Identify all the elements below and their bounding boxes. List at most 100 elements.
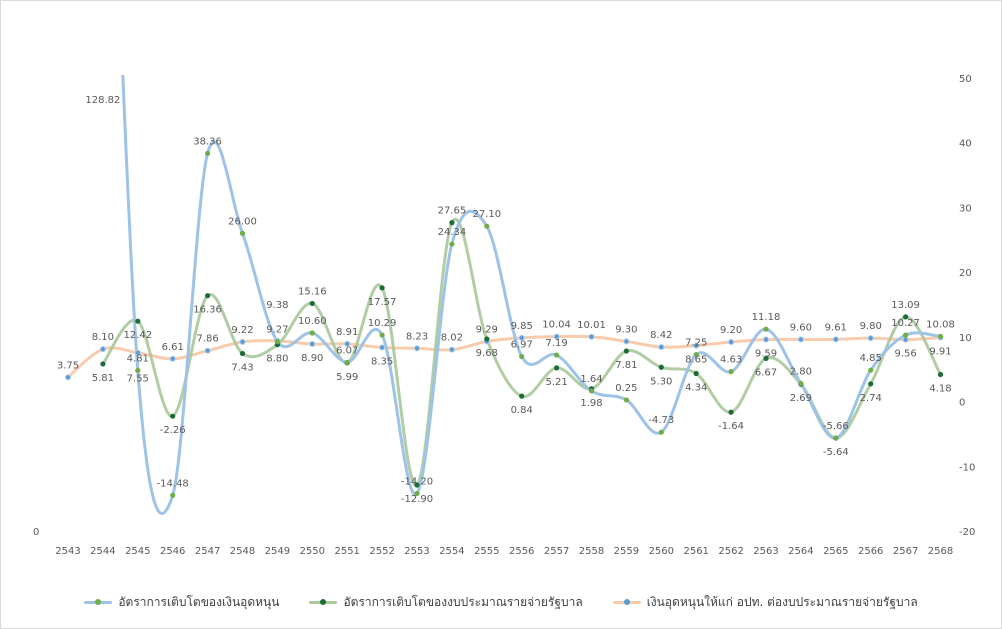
data-point [449, 220, 455, 226]
data-point [170, 492, 176, 498]
data-point [937, 371, 944, 378]
data-label: 15.16 [298, 286, 327, 297]
legend-swatch [309, 599, 338, 605]
data-label: 4.85 [860, 353, 882, 364]
x-tick-label: 2552 [369, 546, 394, 557]
data-point [379, 344, 386, 351]
series-line-1 [101, 217, 942, 487]
data-point [99, 346, 107, 353]
data-label: 7.19 [545, 338, 567, 349]
data-label: 9.27 [266, 325, 288, 336]
data-point [169, 355, 176, 362]
data-label: 17.57 [368, 297, 397, 308]
legend-swatch [84, 599, 113, 605]
data-point [867, 335, 874, 342]
legend-label: เงินอุดหนุนให้แก่ อปท. ต่องบประมาณรายจ่า… [646, 595, 918, 609]
data-label: 0.25 [615, 383, 637, 394]
data-point [623, 338, 630, 345]
data-point [205, 293, 211, 299]
data-point [239, 230, 246, 236]
data-label: 26.00 [228, 216, 257, 227]
data-point [170, 413, 176, 419]
x-tick-label: 2557 [544, 546, 569, 557]
data-label: 6.07 [336, 345, 358, 356]
data-point [519, 393, 525, 399]
data-label: 9.91 [929, 346, 951, 357]
data-label: 24.34 [438, 227, 467, 238]
data-point [204, 347, 211, 354]
data-label: 2.74 [860, 393, 882, 404]
data-label: 9.30 [615, 324, 637, 335]
data-label: 13.09 [891, 300, 920, 311]
data-point [554, 365, 560, 371]
data-label: 8.23 [406, 331, 428, 342]
x-tick-label: 2555 [474, 546, 499, 557]
x-tick-label: 2558 [579, 546, 604, 557]
data-point [484, 223, 490, 229]
data-point [623, 397, 630, 403]
data-label: 5.21 [545, 377, 567, 388]
data-label: 8.91 [336, 327, 358, 338]
data-point [134, 349, 141, 356]
data-label: 2.80 [790, 366, 812, 377]
x-tick-label: 2563 [753, 546, 778, 557]
data-point [763, 355, 769, 362]
data-label: 4.63 [720, 355, 742, 366]
data-label: -5.66 [823, 421, 849, 432]
data-label: 7.86 [196, 334, 218, 345]
data-point [274, 338, 280, 345]
data-point [797, 336, 805, 343]
x-tick-label: 2551 [334, 546, 359, 557]
data-label: 1.64 [580, 374, 602, 385]
data-label: 4.34 [685, 382, 707, 393]
data-label: -12.90 [401, 494, 433, 505]
y-tick-label: -10 [959, 462, 975, 473]
data-point [554, 352, 560, 358]
data-point [868, 381, 874, 387]
data-point [658, 343, 665, 351]
data-point [728, 338, 735, 346]
x-tick-label: 2556 [509, 546, 534, 557]
data-label: 9.56 [894, 349, 916, 360]
x-tick-label: 2567 [893, 546, 918, 557]
data-label: 5.30 [650, 376, 672, 387]
data-label: 1.98 [580, 398, 602, 409]
data-label: 10.29 [368, 318, 397, 329]
data-point [519, 353, 525, 360]
data-label: 9.80 [860, 321, 882, 332]
data-label: -5.64 [823, 447, 849, 458]
data-label: 8.65 [685, 355, 707, 366]
y-tick-label: 30 [959, 203, 972, 214]
x-tick-label: 2546 [160, 546, 185, 557]
data-label: 7.55 [127, 374, 149, 385]
data-label: 4.18 [929, 384, 951, 395]
x-tick-label: 2548 [230, 546, 255, 557]
data-point [379, 285, 385, 291]
data-label: 38.36 [193, 136, 222, 147]
left-y-tick-label: 0 [33, 527, 39, 538]
data-label: 7.81 [615, 360, 637, 371]
data-point [100, 361, 106, 367]
data-label: 10.60 [298, 316, 327, 327]
x-tick-label: 2561 [683, 546, 708, 557]
data-point [379, 332, 385, 338]
data-label: 7.25 [685, 338, 707, 349]
data-label: 9.22 [231, 325, 253, 336]
data-point [693, 342, 700, 349]
data-point [135, 318, 141, 324]
data-label: 8.80 [266, 354, 288, 365]
data-label: -4.73 [648, 415, 674, 426]
data-point [484, 336, 490, 342]
data-label: 3.75 [57, 360, 79, 371]
data-point [658, 429, 664, 435]
x-tick-label: 2543 [55, 546, 80, 557]
data-point [903, 314, 909, 320]
data-point [239, 338, 246, 346]
x-tick-label: 2554 [439, 546, 464, 557]
data-point [518, 334, 525, 341]
data-label: 8.10 [92, 332, 114, 343]
series-line-0 [121, 75, 941, 515]
data-point [64, 374, 72, 381]
legend-item-subsidy-growth: อัตราการเติบโตของเงินอุดหนุน [84, 593, 279, 612]
data-point [728, 369, 734, 375]
